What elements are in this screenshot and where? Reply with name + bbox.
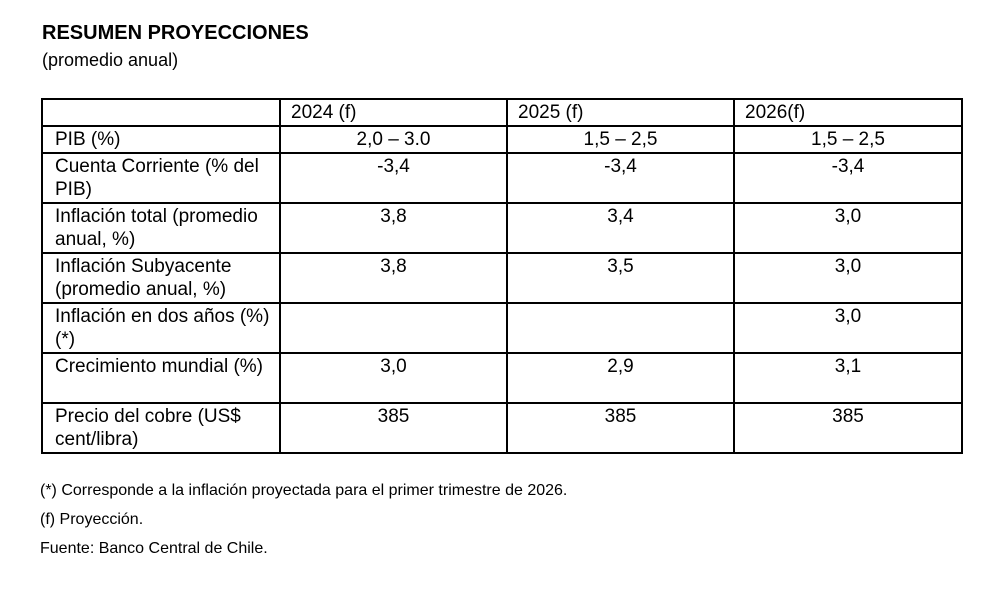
table-row: Inflación Subyacente (promedio anual, %)… bbox=[41, 252, 963, 304]
table-row: Cuenta Corriente (% del PIB) -3,4 -3,4 -… bbox=[41, 152, 963, 204]
value-cell: 3,0 bbox=[733, 252, 963, 304]
table-header-row: 2024 (f) 2025 (f) 2026(f) bbox=[41, 98, 963, 127]
value-cell: 2,0 – 3.0 bbox=[279, 125, 508, 154]
value-cell: 3,1 bbox=[733, 352, 963, 404]
value-cell: 385 bbox=[506, 402, 735, 454]
projections-table: 2024 (f) 2025 (f) 2026(f) PIB (%) 2,0 – … bbox=[41, 98, 963, 454]
footnote-projection: (f) Proyección. bbox=[40, 511, 144, 528]
header-cell-2025: 2025 (f) bbox=[506, 98, 735, 127]
value-cell: 2,9 bbox=[506, 352, 735, 404]
table-row: Crecimiento mundial (%) 3,0 2,9 3,1 bbox=[41, 352, 963, 404]
row-label: PIB (%) bbox=[41, 125, 281, 154]
row-label: Inflación en dos años (%) (*) bbox=[41, 302, 281, 354]
header-cell-2026: 2026(f) bbox=[733, 98, 963, 127]
value-cell: 3,0 bbox=[279, 352, 508, 404]
row-label: Cuenta Corriente (% del PIB) bbox=[41, 152, 281, 204]
table-row: Inflación total (promedio anual, %) 3,8 … bbox=[41, 202, 963, 254]
value-cell: 1,5 – 2,5 bbox=[506, 125, 735, 154]
value-cell bbox=[506, 302, 735, 354]
page-title: RESUMEN PROYECCIONES bbox=[42, 22, 309, 44]
value-cell: 3,8 bbox=[279, 202, 508, 254]
value-cell: -3,4 bbox=[279, 152, 508, 204]
page-subtitle: (promedio anual) bbox=[42, 50, 179, 70]
value-cell: 3,0 bbox=[733, 202, 963, 254]
value-cell: 3,0 bbox=[733, 302, 963, 354]
source-note: Fuente: Banco Central de Chile. bbox=[40, 540, 268, 557]
value-cell: 385 bbox=[279, 402, 508, 454]
value-cell bbox=[279, 302, 508, 354]
row-label: Crecimiento mundial (%) bbox=[41, 352, 281, 404]
value-cell: 3,5 bbox=[506, 252, 735, 304]
value-cell: 1,5 – 2,5 bbox=[733, 125, 963, 154]
value-cell: -3,4 bbox=[733, 152, 963, 204]
row-label: Inflación Subyacente (promedio anual, %) bbox=[41, 252, 281, 304]
row-label: Inflación total (promedio anual, %) bbox=[41, 202, 281, 254]
row-label: Precio del cobre (US$ cent/libra) bbox=[41, 402, 281, 454]
value-cell: 385 bbox=[733, 402, 963, 454]
header-cell-empty bbox=[41, 98, 281, 127]
header-cell-2024: 2024 (f) bbox=[279, 98, 508, 127]
value-cell: -3,4 bbox=[506, 152, 735, 204]
table-row: Precio del cobre (US$ cent/libra) 385 38… bbox=[41, 402, 963, 454]
value-cell: 3,8 bbox=[279, 252, 508, 304]
value-cell: 3,4 bbox=[506, 202, 735, 254]
footnote-asterisk: (*) Corresponde a la inflación proyectad… bbox=[40, 482, 568, 499]
table-row: Inflación en dos años (%) (*) 3,0 bbox=[41, 302, 963, 354]
table-row: PIB (%) 2,0 – 3.0 1,5 – 2,5 1,5 – 2,5 bbox=[41, 125, 963, 154]
